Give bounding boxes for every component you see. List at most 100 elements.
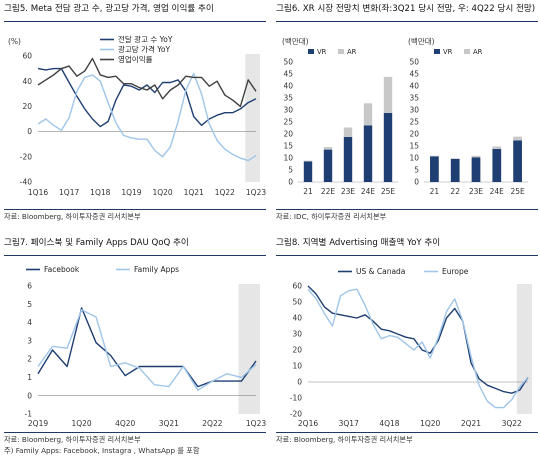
figure6-bottom-rule [276, 209, 538, 210]
figure5-x-tick-label: 1Q18 [90, 188, 110, 197]
figure5-unit: (%) [8, 37, 21, 46]
figure8-source: 자료: Bloomberg, 하이투자증권 리서치본부 [276, 435, 413, 444]
figure6-y-tick-label: 50 [283, 58, 293, 67]
figure8-legend-label: Europe [442, 267, 469, 276]
figure6-x-tick-label: 25E [381, 187, 396, 196]
figure6-y-tick-label: 25 [409, 118, 419, 127]
figure7-y-tick-label: 4 [27, 318, 32, 327]
figure8-y-tick-label: 60 [292, 282, 302, 291]
figure7-forecast-shade [238, 284, 260, 414]
figure7-legend-label: Family Apps [134, 265, 179, 274]
figure5-title: 그림5. Meta 전담 광고 수, 광고당 가격, 영업 이익률 추이 [4, 4, 214, 14]
figure7-note: 주) Family Apps: Facebook, Instagra , Wha… [4, 446, 200, 455]
figure8-y-ticks: -20 -10 0 10 20 30 40 50 60 [290, 282, 528, 419]
figure6-bar-vr [343, 136, 353, 182]
figure6-bar-ar [363, 103, 373, 126]
figure8-x-ticks: 2Q16 3Q17 4Q18 1Q20 2Q21 3Q22 [298, 419, 522, 428]
figure5-title-rule [4, 21, 266, 22]
figure6-bar-vr [430, 156, 439, 182]
figure5-bottom-rule [4, 209, 266, 210]
figure5-series-2-line [37, 57, 257, 108]
figure6-y-tick-label: 15 [283, 142, 293, 151]
figure8-legend-label: US & Canada [356, 267, 405, 276]
figure6-y-tick-label: 0 [414, 178, 419, 187]
figure6-legend-label: VR [317, 48, 327, 56]
figure8-shade-layer [516, 284, 532, 414]
figure5-x-tick-label: 1Q19 [121, 188, 141, 197]
figure6-legend-label: AR [473, 48, 483, 56]
figure7-y-tick-label: 5 [27, 300, 32, 309]
figure8-panel: 그림8. 지역별 Advertising 매출액 YoY 추이 -20 -10 0 1… [276, 236, 538, 458]
figure8-x-tick-label: 2Q16 [298, 419, 318, 428]
figure8-title: 그림8. 지역별 Advertising 매출액 YoY 추이 [276, 238, 441, 248]
figure8-chart: -20 -10 0 10 20 30 40 50 60 2Q16 3Q17 4Q18 1Q20 2Q21… [290, 267, 532, 428]
figure7-legend: Facebook Family Apps [26, 265, 179, 274]
figure6-y-tick-label: 35 [409, 94, 419, 103]
figure5-series-0-line [37, 67, 257, 128]
figure7-x-tick-label: 3Q21 [159, 419, 179, 428]
figure7-legend-label: Facebook [44, 265, 80, 274]
figure6-left-unit: (백만대) [282, 36, 309, 46]
figure7-x-tick-label: 1Q23 [246, 419, 266, 428]
figure8-y-tick-label: 40 [292, 314, 302, 323]
figure6-bar-ar [471, 155, 481, 158]
figure8-y-tick-label: -10 [290, 394, 302, 403]
figure6-y-tick-label: 5 [288, 166, 293, 175]
figure6-y-tick-label: 20 [283, 130, 293, 139]
figure5-y-tick-label: 40 [22, 77, 32, 86]
figure8-series-1-line [307, 288, 529, 409]
figure7-x-tick-label: 2Q22 [202, 419, 222, 428]
figure6-bar-vr [492, 148, 502, 182]
figure6-x-ticks: 21 22E 23E 24E 25E 21 22 23E 24E 25E [303, 187, 525, 196]
figure7-x-tick-label: 4Q20 [115, 419, 135, 428]
figure6-title-rule [276, 21, 538, 22]
figure5-y-tick-label: 60 [22, 52, 32, 61]
figure6-bar-vr [513, 140, 522, 182]
figure6-y-tick-label: 5 [414, 166, 419, 175]
figure5-series-1-line [37, 72, 257, 162]
figure6-bar-vr [323, 149, 333, 182]
figure5-panel: 그림5. Meta 전담 광고 수, 광고당 가격, 영업 이익률 추이 (%)… [4, 2, 266, 224]
figure6-bar-ar [450, 158, 460, 159]
figure5-y-tick-label: -20 [20, 152, 32, 161]
figure6-y-tick-label: 15 [409, 142, 419, 151]
figure6-y-tick-label: 10 [409, 154, 419, 163]
figure7-x-tick-label: 2Q19 [28, 419, 48, 428]
figure6-legend-swatch [308, 49, 314, 54]
figure5-x-tick-label: 1Q16 [28, 188, 48, 197]
figure8-series-0-line [307, 285, 529, 394]
figure6-y-tick-label: 40 [283, 82, 293, 91]
figure7-chart: -1 0 1 2 3 4 5 6 2Q19 1Q20 4Q20 3Q21 2Q22 1Q23 Faceb… [25, 265, 266, 428]
figure5-source: 자료: Bloomberg, 하이투자증권 리서치본부 [4, 212, 141, 221]
figure5-x-tick-label: 1Q21 [184, 188, 204, 197]
figure6-y-tick-label: 40 [409, 82, 419, 91]
figure6-bar-ar [513, 136, 522, 141]
figure5-legend-label: 영업이익률 [118, 54, 153, 64]
figure8-y-tick-label: 0 [297, 378, 302, 387]
figure8-x-tick-label: 2Q21 [461, 419, 481, 428]
figure7-y-tick-label: 0 [27, 391, 32, 400]
figure5-legend-label: 광고당 가격 YoY [118, 44, 170, 54]
figure8-legend: US & Canada Europe [338, 267, 469, 276]
figure7-y-tick-label: 1 [27, 373, 32, 382]
figure8-lines [307, 285, 529, 409]
figure6-bar-ar [343, 127, 353, 137]
figure6-y-tick-label: 35 [283, 94, 293, 103]
figure8-bottom-rule [276, 432, 538, 433]
figure7-y-tick-label: 6 [27, 282, 32, 291]
figure7-y-tick-label: 2 [27, 355, 32, 364]
figure5-x-tick-label: 1Q17 [59, 188, 79, 197]
figure5-x-tick-label: 1Q20 [152, 188, 172, 197]
figure6-y-tick-label: 45 [409, 70, 419, 79]
figure6-legend-swatch [338, 49, 344, 54]
figure5-y-tick-label: -40 [20, 178, 32, 187]
figure6-y-tick-label: 25 [283, 118, 293, 127]
figure8-y-tick-label: 10 [292, 362, 302, 371]
figure6-bar-ar [323, 146, 333, 150]
figure7-series-1-line [37, 309, 257, 391]
figure6-y-tick-label: 30 [409, 106, 419, 115]
figure6-bar-ar [303, 160, 313, 162]
figure6-bar-vr [303, 161, 313, 182]
figure8-y-tick-label: 30 [292, 330, 302, 339]
